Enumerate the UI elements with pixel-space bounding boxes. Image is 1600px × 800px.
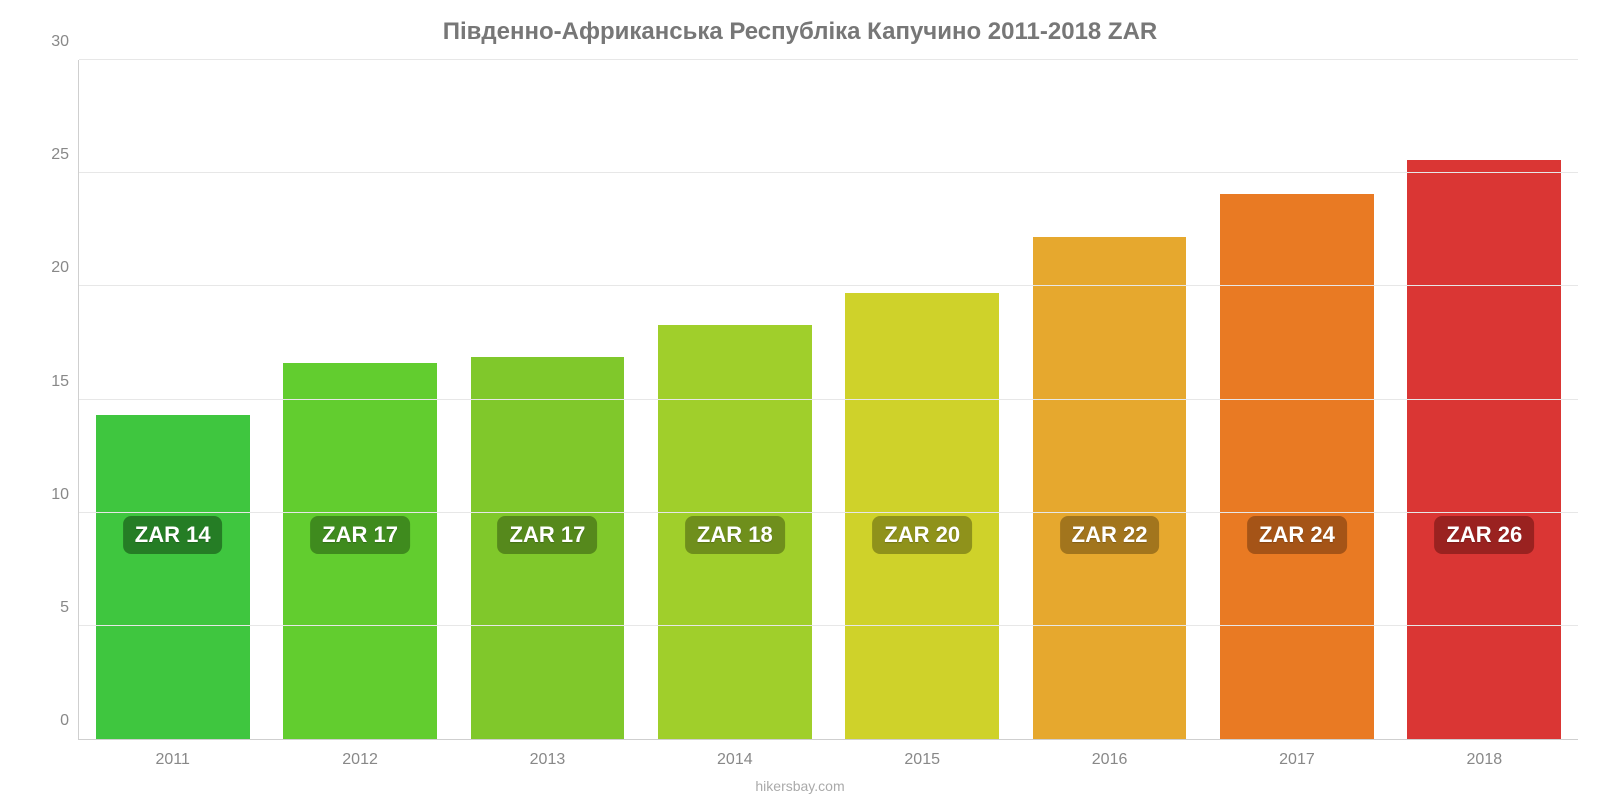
gridline	[79, 59, 1578, 60]
bar-slot: ZAR 172012	[266, 60, 453, 739]
gridline	[79, 285, 1578, 286]
bar-value-label: ZAR 14	[123, 516, 223, 554]
y-tick-label: 20	[51, 259, 79, 277]
bar: ZAR 20	[845, 293, 999, 739]
x-tick-label: 2018	[1467, 739, 1503, 769]
x-tick-label: 2013	[530, 739, 566, 769]
bar-slot: ZAR 182014	[641, 60, 828, 739]
x-tick-label: 2015	[904, 739, 940, 769]
bar-slot: ZAR 262018	[1391, 60, 1578, 739]
bar-slot: ZAR 242017	[1203, 60, 1390, 739]
gridline	[79, 512, 1578, 513]
y-tick-label: 30	[51, 33, 79, 51]
x-tick-label: 2017	[1279, 739, 1315, 769]
bar-value-label: ZAR 20	[872, 516, 972, 554]
bar: ZAR 24	[1220, 194, 1374, 739]
x-tick-label: 2011	[155, 739, 189, 769]
bar: ZAR 17	[283, 363, 437, 739]
bar-value-label: ZAR 17	[310, 516, 410, 554]
bar-value-label: ZAR 17	[498, 516, 598, 554]
chart-title: Південно-Африканська Республіка Капучино…	[0, 18, 1600, 46]
y-tick-label: 25	[51, 146, 79, 164]
bar: ZAR 22	[1033, 237, 1187, 739]
gridline	[79, 625, 1578, 626]
y-tick-label: 10	[51, 486, 79, 504]
bar-value-label: ZAR 26	[1434, 516, 1534, 554]
bar: ZAR 26	[1407, 160, 1561, 739]
bar-slot: ZAR 142011	[79, 60, 266, 739]
bars-container: ZAR 142011ZAR 172012ZAR 172013ZAR 182014…	[79, 60, 1578, 739]
y-tick-label: 15	[51, 373, 79, 391]
bar-slot: ZAR 222016	[1016, 60, 1203, 739]
bar-value-label: ZAR 22	[1060, 516, 1160, 554]
gridline	[79, 172, 1578, 173]
y-tick-label: 5	[60, 599, 79, 617]
bar-slot: ZAR 202015	[829, 60, 1016, 739]
bar-value-label: ZAR 18	[685, 516, 785, 554]
bar: ZAR 18	[658, 325, 812, 739]
x-tick-label: 2014	[717, 739, 753, 769]
y-tick-label: 0	[60, 712, 79, 730]
plot-area: ZAR 142011ZAR 172012ZAR 172013ZAR 182014…	[78, 60, 1578, 740]
bar-value-label: ZAR 24	[1247, 516, 1347, 554]
x-tick-label: 2012	[342, 739, 378, 769]
gridline	[79, 399, 1578, 400]
bar: ZAR 14	[96, 415, 250, 739]
x-tick-label: 2016	[1092, 739, 1128, 769]
attribution: hikersbay.com	[0, 778, 1600, 794]
bar-chart: Південно-Африканська Республіка Капучино…	[0, 0, 1600, 800]
bar-slot: ZAR 172013	[454, 60, 641, 739]
bar: ZAR 17	[471, 357, 625, 740]
